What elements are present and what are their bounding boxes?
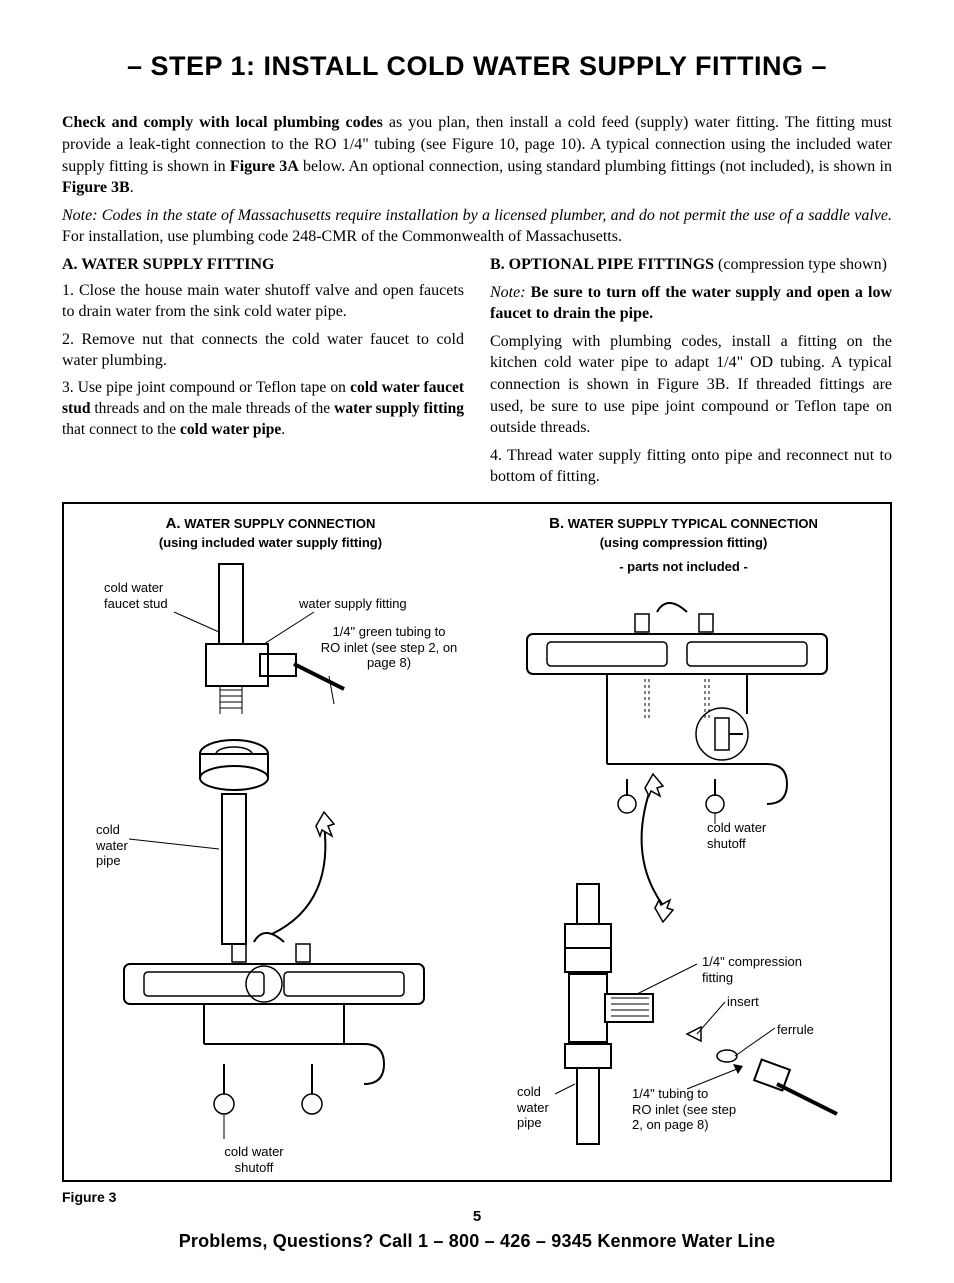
figure-a-diagram <box>64 504 476 1180</box>
step-1: 1. Close the house main water shutoff va… <box>62 280 464 323</box>
step3-b2: water supply fitting <box>334 400 464 417</box>
step3-b3: cold water pipe <box>180 421 281 438</box>
section-b-heading: B. OPTIONAL PIPE FITTINGS (compression t… <box>490 254 892 276</box>
figure-b-diagram <box>477 504 889 1180</box>
page-title: – STEP 1: INSTALL COLD WATER SUPPLY FITT… <box>62 48 892 84</box>
page-number: 5 <box>62 1207 892 1227</box>
intro-period: . <box>130 179 134 196</box>
massachusetts-note: Note: Codes in the state of Massachusett… <box>62 205 892 248</box>
step3-end: . <box>281 421 285 438</box>
step3-pre: 3. Use pipe joint compound or Teflon tap… <box>62 379 350 396</box>
figure-3b: B. WATER SUPPLY TYPICAL CONNECTION (usin… <box>477 504 890 1180</box>
section-b-heading-bold: B. OPTIONAL PIPE FITTINGS <box>490 256 714 273</box>
intro-fig3b: Figure 3B <box>62 179 130 196</box>
footer-helpline: Problems, Questions? Call 1 – 800 – 426 … <box>62 1229 892 1253</box>
step-2: 2. Remove nut that connects the cold wat… <box>62 329 464 372</box>
instruction-columns: A. WATER SUPPLY FITTING 1. Close the hou… <box>62 254 892 494</box>
intro-fig3a: Figure 3A <box>230 158 299 175</box>
figure-caption: Figure 3 <box>62 1188 892 1207</box>
column-b: B. OPTIONAL PIPE FITTINGS (compression t… <box>490 254 892 494</box>
intro-paragraph: Check and comply with local plumbing cod… <box>62 112 892 198</box>
mass-note-italic: Note: Codes in the state of Massachusett… <box>62 207 892 224</box>
step-4: 4. Thread water supply fitting onto pipe… <box>490 445 892 488</box>
step3-mid2: that connect to the <box>62 421 180 438</box>
section-b-note-bold: Be sure to turn off the water supply and… <box>490 284 892 323</box>
mass-note-roman: For installation, use plumbing code 248-… <box>62 228 622 245</box>
section-b-note-italic: Note: <box>490 284 531 301</box>
figure-3-box: A. WATER SUPPLY CONNECTION (using includ… <box>62 502 892 1182</box>
section-b-p1: Complying with plumbing codes, install a… <box>490 331 892 439</box>
figure-3a: A. WATER SUPPLY CONNECTION (using includ… <box>64 504 477 1180</box>
section-b-note: Note: Be sure to turn off the water supp… <box>490 282 892 325</box>
column-a: A. WATER SUPPLY FITTING 1. Close the hou… <box>62 254 464 494</box>
intro-text-2: below. An optional connection, using sta… <box>299 158 892 175</box>
section-b-heading-rest: (compression type shown) <box>714 256 887 273</box>
section-a-heading: A. WATER SUPPLY FITTING <box>62 254 464 276</box>
step3-mid: threads and on the male threads of the <box>90 400 334 417</box>
step-3: 3. Use pipe joint compound or Teflon tap… <box>62 378 464 441</box>
intro-lead: Check and comply with local plumbing cod… <box>62 114 383 131</box>
